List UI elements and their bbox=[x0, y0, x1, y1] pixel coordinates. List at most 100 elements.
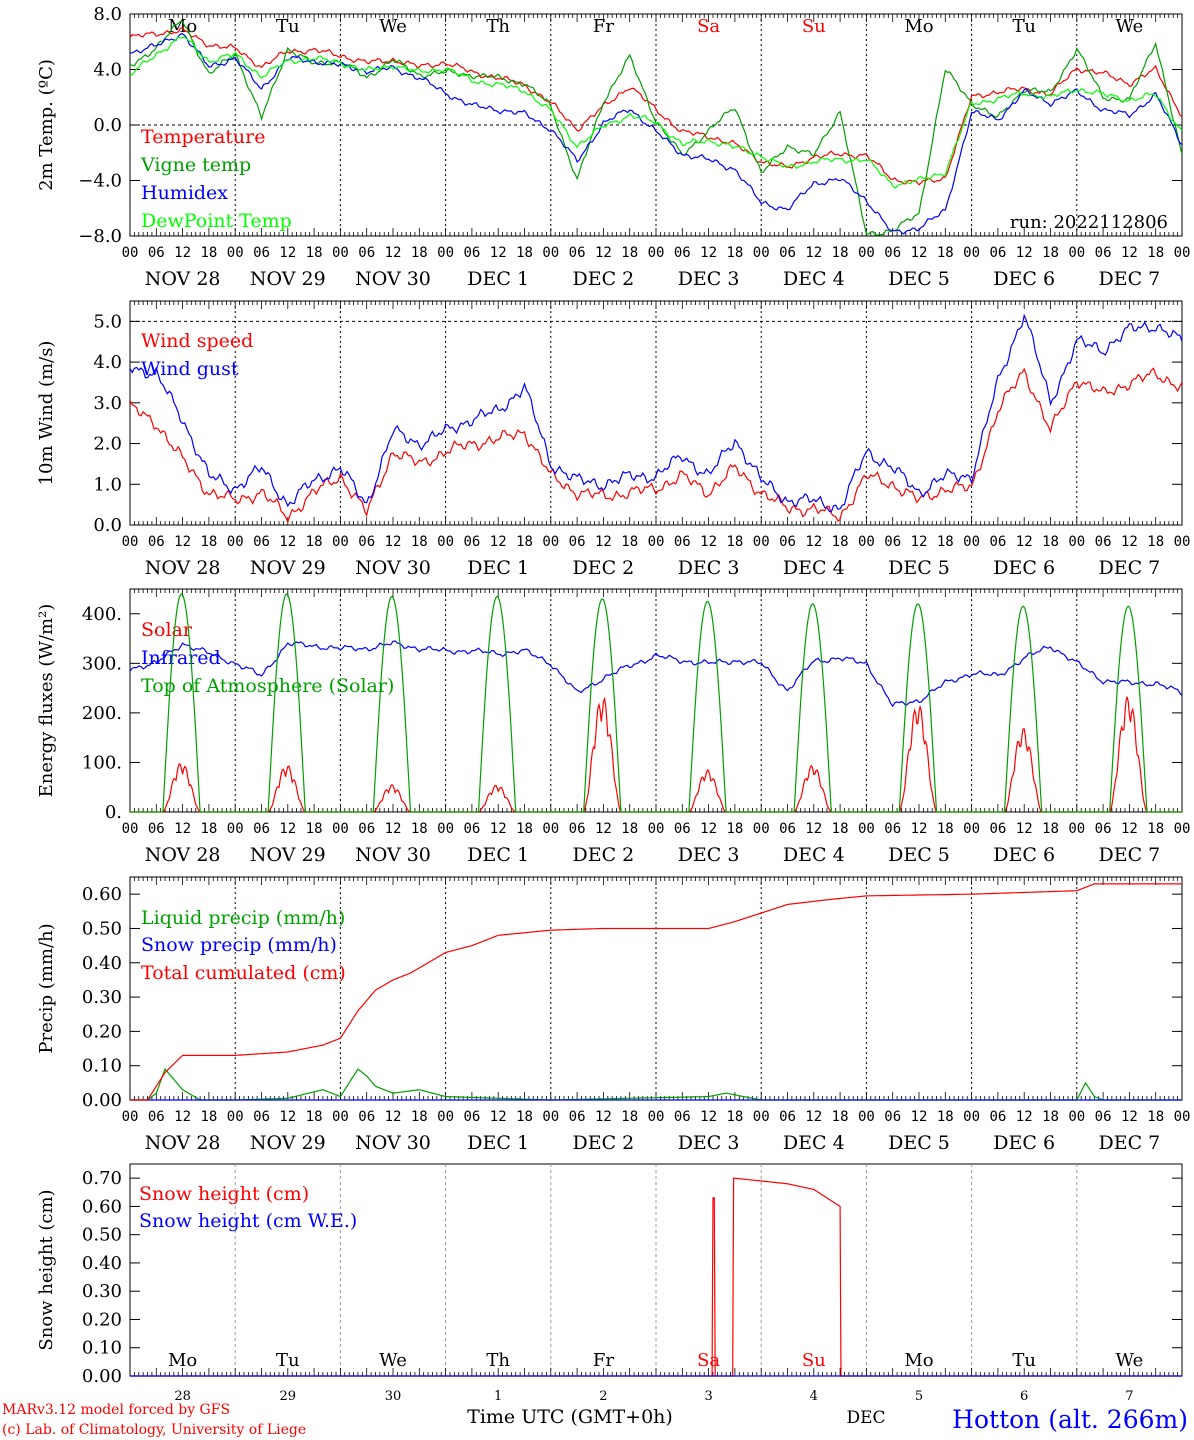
hour-tick-label: 00 bbox=[332, 534, 349, 550]
hour-tick-label: 12 bbox=[385, 534, 402, 550]
date-label: NOV 30 bbox=[355, 1132, 431, 1154]
hour-tick-label: 00 bbox=[1174, 534, 1191, 550]
hour-tick-label: 00 bbox=[963, 534, 980, 550]
hour-tick-label: 12 bbox=[595, 1109, 612, 1125]
hour-tick-label: 00 bbox=[437, 1109, 454, 1125]
date-label: DEC 7 bbox=[1099, 844, 1161, 866]
x-axis-label: Time UTC (GMT+0h) bbox=[467, 1406, 673, 1428]
hour-tick-label: 06 bbox=[253, 245, 270, 261]
hour-tick-label: 18 bbox=[411, 821, 428, 837]
day-name-label: Fr bbox=[593, 16, 614, 37]
y-tick-label: 0.60 bbox=[82, 884, 122, 905]
hour-tick-label: 00 bbox=[858, 245, 875, 261]
hour-tick-label: 06 bbox=[463, 245, 480, 261]
y-tick-label: 200. bbox=[82, 703, 122, 724]
hour-tick-label: 18 bbox=[411, 245, 428, 261]
y-tick-label: 0.30 bbox=[82, 987, 122, 1008]
hour-tick-label: 00 bbox=[753, 821, 770, 837]
hour-tick-label: 18 bbox=[200, 1109, 217, 1125]
hour-tick-label: 00 bbox=[648, 534, 665, 550]
date-label: DEC 3 bbox=[678, 1132, 740, 1154]
y-tick-label: 0.20 bbox=[82, 1309, 122, 1330]
date-label: NOV 28 bbox=[145, 1132, 221, 1154]
y-tick-label: 0.00 bbox=[82, 1366, 122, 1387]
hour-tick-label: 00 bbox=[648, 1109, 665, 1125]
date-label: DEC 1 bbox=[467, 557, 529, 579]
hour-tick-label: 12 bbox=[385, 821, 402, 837]
hour-tick-label: 12 bbox=[595, 245, 612, 261]
hour-tick-label: 18 bbox=[516, 821, 533, 837]
y-axis-label: Precip (mm/h) bbox=[36, 923, 57, 1053]
y-tick-label: −8.0 bbox=[78, 226, 122, 247]
hour-tick-label: 00 bbox=[332, 1109, 349, 1125]
y-tick-label: 0.40 bbox=[82, 953, 122, 974]
y-tick-label: 100. bbox=[82, 752, 122, 773]
hour-tick-label: 00 bbox=[1068, 534, 1085, 550]
hour-tick-label: 18 bbox=[200, 245, 217, 261]
hour-tick-label: 18 bbox=[726, 245, 743, 261]
hour-tick-label: 18 bbox=[726, 1109, 743, 1125]
hour-tick-label: 06 bbox=[569, 534, 586, 550]
y-tick-label: 0.0 bbox=[93, 115, 122, 136]
date-label: DEC 5 bbox=[888, 268, 950, 290]
date-label: DEC 5 bbox=[888, 1132, 950, 1154]
date-label: DEC 1 bbox=[467, 1132, 529, 1154]
hour-tick-label: 12 bbox=[490, 1109, 507, 1125]
day-name-label: Th bbox=[486, 1350, 510, 1371]
hour-tick-label: 18 bbox=[1042, 821, 1059, 837]
hour-tick-label: 00 bbox=[1174, 245, 1191, 261]
y-axis-label: Snow height (cm) bbox=[36, 1189, 57, 1350]
date-label: NOV 29 bbox=[250, 1132, 326, 1154]
legend-entry: DewPoint Temp bbox=[141, 210, 292, 232]
hour-tick-label: 12 bbox=[279, 821, 296, 837]
hour-tick-label: 12 bbox=[1016, 534, 1033, 550]
hour-tick-label: 12 bbox=[1016, 821, 1033, 837]
hour-tick-label: 18 bbox=[726, 534, 743, 550]
station-label: Hotton (alt. 266m) bbox=[952, 1405, 1188, 1434]
date-label: DEC 2 bbox=[573, 844, 635, 866]
y-tick-label: 4.0 bbox=[93, 352, 122, 373]
hour-tick-label: 12 bbox=[174, 821, 191, 837]
date-label: DEC 7 bbox=[1099, 1132, 1161, 1154]
y-tick-label: −4.0 bbox=[78, 171, 122, 192]
series-line-1-2 bbox=[129, 20, 1183, 236]
hour-tick-label: 12 bbox=[700, 1109, 717, 1125]
hour-tick-label: 12 bbox=[385, 245, 402, 261]
hour-tick-label: 12 bbox=[700, 534, 717, 550]
hour-tick-label: 12 bbox=[700, 821, 717, 837]
hour-tick-label: 00 bbox=[542, 245, 559, 261]
legend-entry: Wind gust bbox=[141, 358, 239, 380]
date-label: DEC 5 bbox=[888, 844, 950, 866]
y-tick-label: 0.40 bbox=[82, 1253, 122, 1274]
day-number-label: 7 bbox=[1125, 1389, 1133, 1404]
panel-1: 8.0 4.0 0.0 −4.0 −8.0 2m Temp. (ºC) Mo Tu We Th Fr… bbox=[36, 4, 1190, 290]
hour-tick-label: 18 bbox=[937, 245, 954, 261]
series-line-1-1 bbox=[129, 27, 1183, 186]
hour-tick-label: 12 bbox=[911, 245, 928, 261]
y-tick-label: 400. bbox=[82, 604, 122, 625]
hour-tick-label: 18 bbox=[621, 1109, 638, 1125]
hour-tick-label: 00 bbox=[963, 821, 980, 837]
hour-tick-label: 06 bbox=[148, 821, 165, 837]
date-label: DEC 3 bbox=[678, 844, 740, 866]
hour-tick-label: 18 bbox=[726, 821, 743, 837]
date-label: NOV 28 bbox=[145, 268, 221, 290]
hour-tick-label: 00 bbox=[1174, 821, 1191, 837]
day-name-label: Tu bbox=[1012, 16, 1036, 37]
day-number-label: 29 bbox=[280, 1389, 297, 1404]
hour-tick-label: 18 bbox=[621, 534, 638, 550]
hour-tick-label: 00 bbox=[753, 534, 770, 550]
day-number-label: 2 bbox=[599, 1389, 607, 1404]
day-name-label: Mo bbox=[168, 16, 197, 37]
hour-tick-label: 06 bbox=[779, 534, 796, 550]
day-name-label: Th bbox=[486, 16, 510, 37]
date-label: DEC 3 bbox=[678, 557, 740, 579]
date-label: DEC 2 bbox=[573, 268, 635, 290]
y-tick-label: 0.60 bbox=[82, 1196, 122, 1217]
hour-tick-label: 18 bbox=[832, 1109, 849, 1125]
y-tick-label: 0. bbox=[105, 802, 122, 823]
date-label: DEC 7 bbox=[1099, 557, 1161, 579]
y-axis-label: 2m Temp. (ºC) bbox=[36, 59, 57, 191]
panel-2: 5.0 4.0 3.0 2.0 1.0 0.0 10m Wind (m/s) 00 06 12 18… bbox=[36, 300, 1191, 579]
day-number-label: 4 bbox=[810, 1389, 818, 1404]
